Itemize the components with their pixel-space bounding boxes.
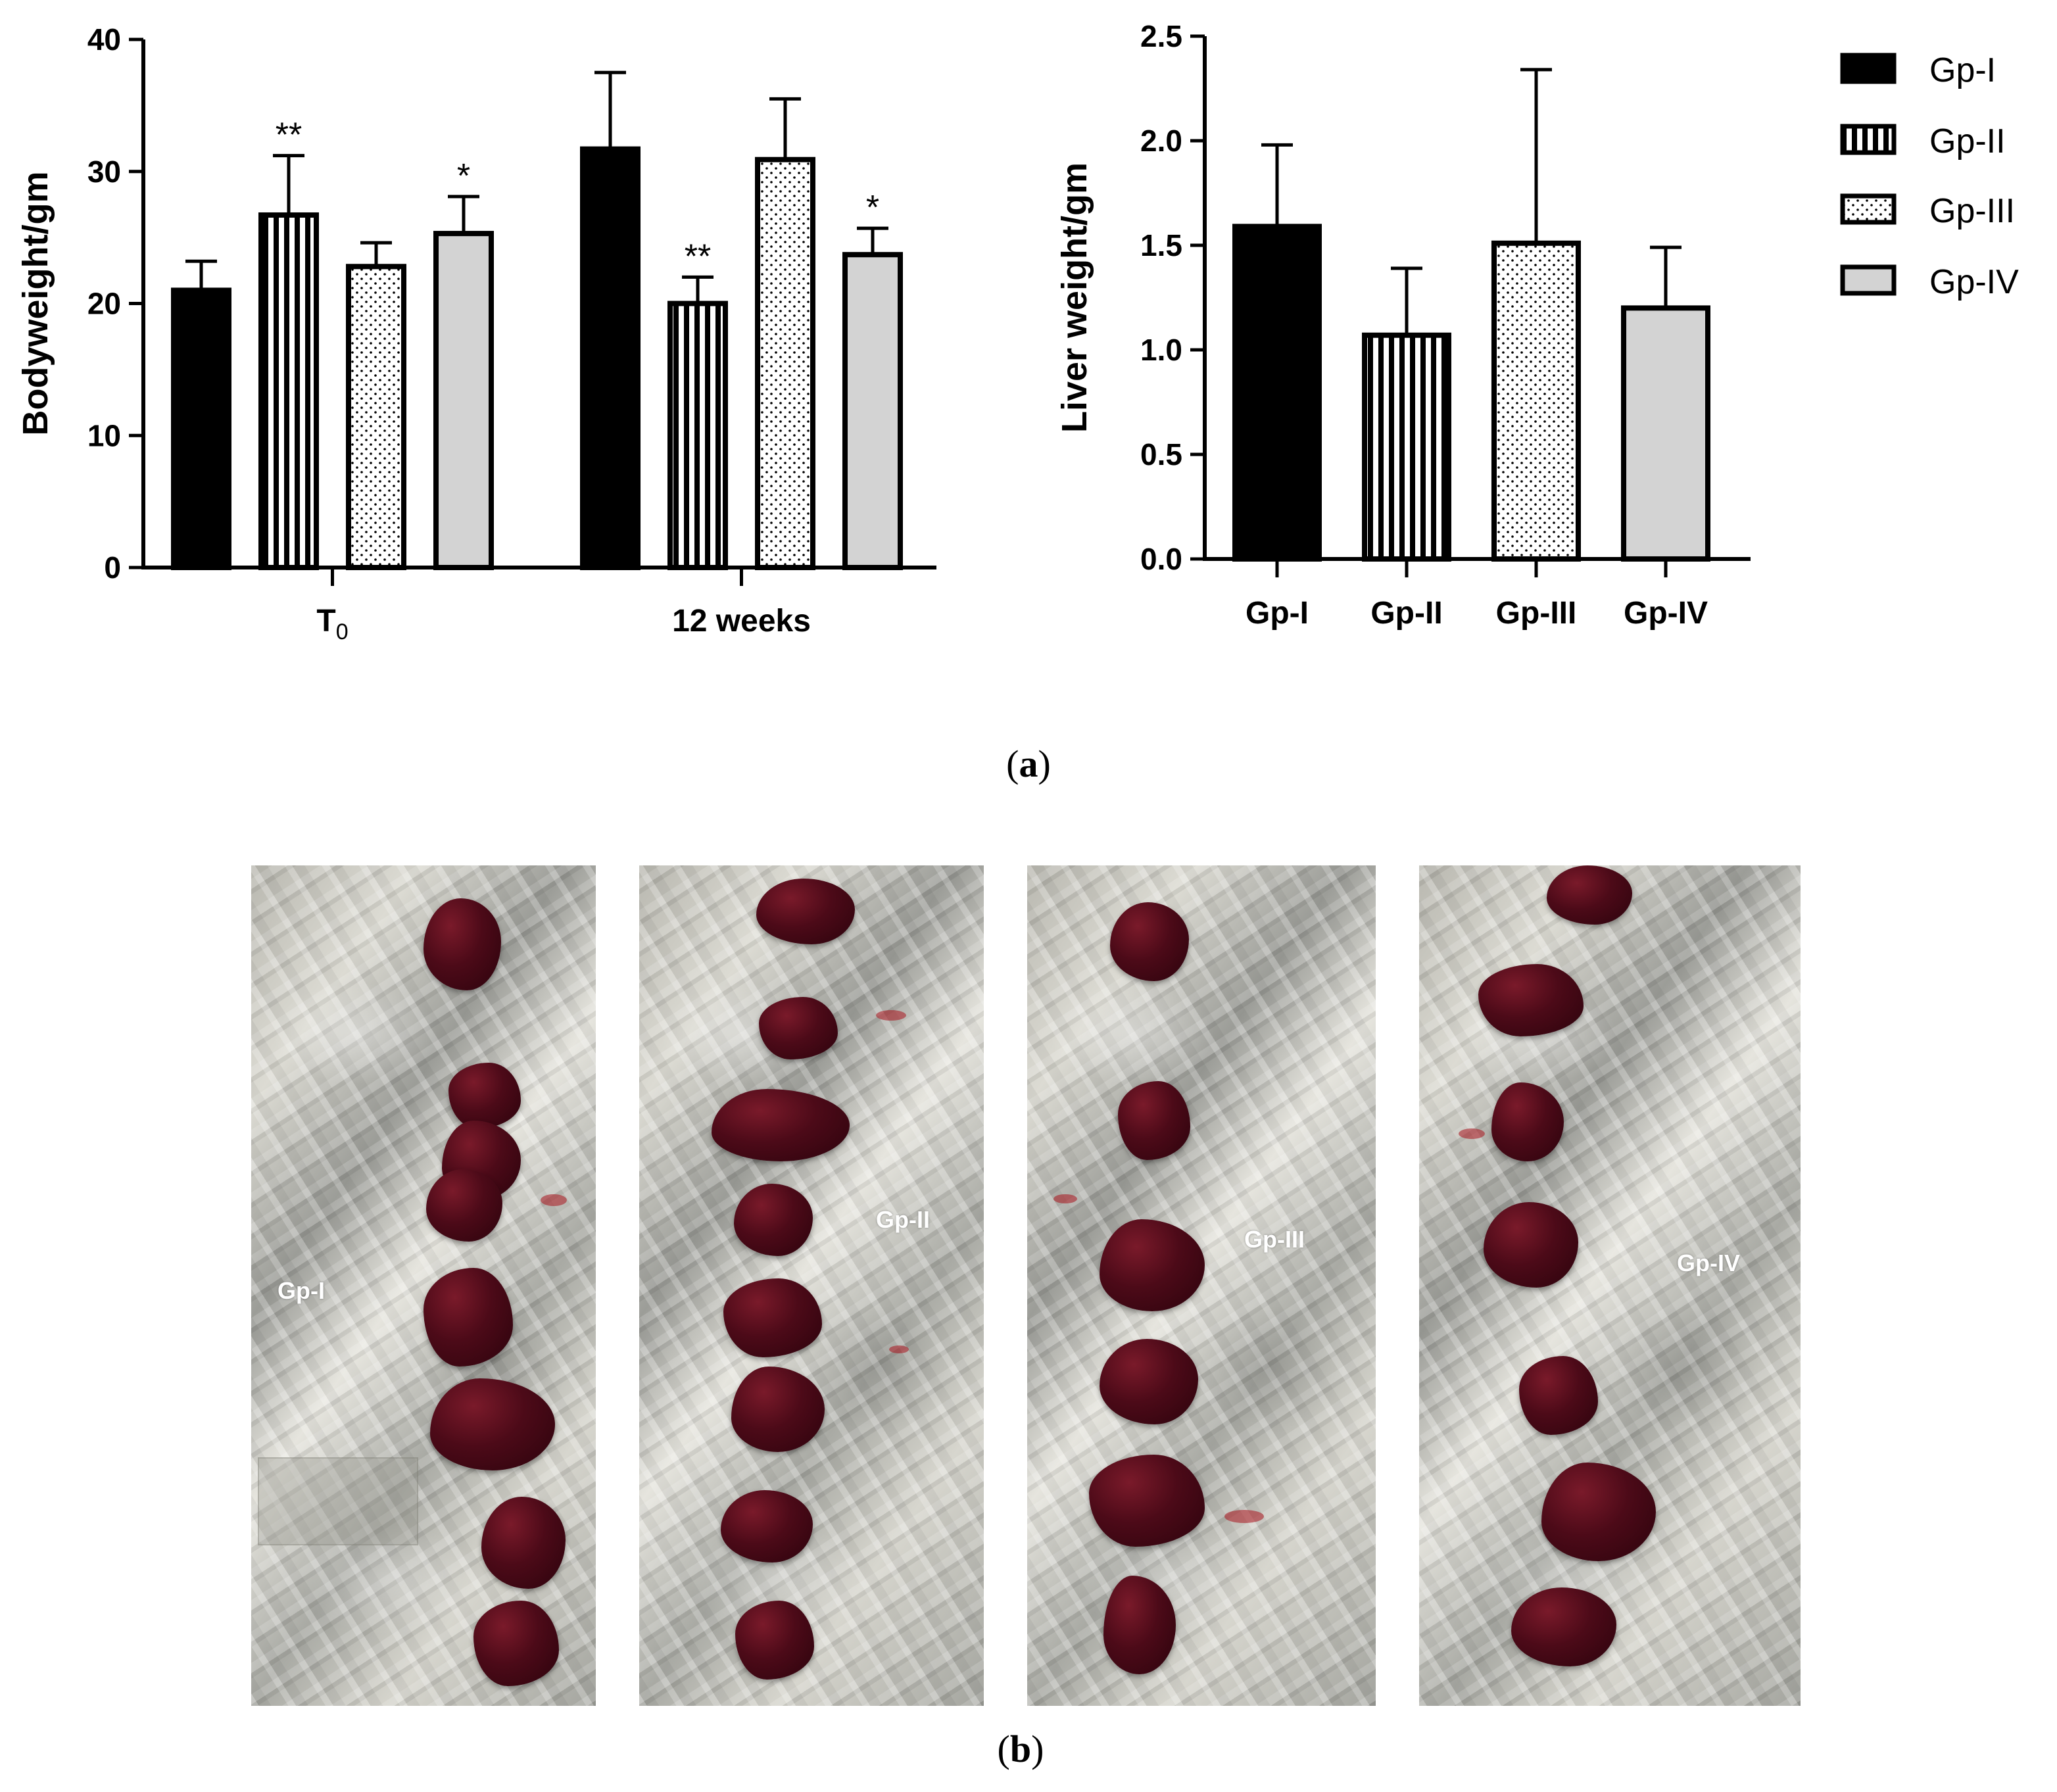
bar xyxy=(1491,240,1581,562)
legend: Gp-I Gp-II Gp-III Gp-IV xyxy=(1840,51,2019,301)
legend-swatch xyxy=(1840,124,1897,155)
blood-stain xyxy=(876,1010,906,1021)
liver-specimen xyxy=(481,1497,566,1589)
liver-specimen xyxy=(1100,1219,1205,1311)
photo-panel-gp3: Gp-III xyxy=(1027,865,1376,1706)
photo-label: Gp-III xyxy=(1244,1226,1305,1253)
photo-panel-gp4: Gp-IV xyxy=(1419,865,1801,1706)
blood-stain xyxy=(1224,1510,1264,1523)
blood-stain xyxy=(889,1345,909,1353)
bar xyxy=(171,287,231,570)
y-tick-label: 40 xyxy=(87,22,121,57)
y-axis-title: Bodyweight/gm xyxy=(16,172,55,436)
legend-label: Gp-III xyxy=(1929,192,2015,230)
bar xyxy=(1232,224,1322,562)
liver-specimen xyxy=(424,1268,513,1367)
y-tick-label: 0 xyxy=(104,550,121,585)
y-tick-label: 0.5 xyxy=(1140,437,1182,472)
bar xyxy=(667,301,728,570)
blood-stain xyxy=(1459,1128,1485,1139)
bar xyxy=(580,146,641,570)
liver-specimen xyxy=(759,997,838,1059)
liver-specimen xyxy=(1089,1455,1205,1547)
bar xyxy=(346,264,406,570)
photo-panel-gp2: Gp-II xyxy=(639,865,984,1706)
bar xyxy=(1362,332,1451,562)
legend-swatch xyxy=(1840,264,1897,296)
x-tick-label: 12 weeks xyxy=(672,604,811,639)
y-tick-label: 1.0 xyxy=(1140,333,1182,367)
legend-label: Gp-I xyxy=(1929,51,1996,89)
legend-swatch xyxy=(1840,193,1897,225)
subfigure-label-a: (a) xyxy=(1006,742,1051,785)
bar xyxy=(1621,305,1710,562)
photo-label: Gp-IV xyxy=(1677,1249,1740,1276)
y-tick-label: 30 xyxy=(87,155,121,189)
legend-label: Gp-IV xyxy=(1929,263,2019,301)
bar xyxy=(433,231,494,570)
liver-specimen xyxy=(1110,902,1189,981)
liver-specimen xyxy=(731,1367,825,1452)
bar xyxy=(258,212,319,570)
x-tick-label: Gp-II xyxy=(1370,596,1442,631)
liver-specimen xyxy=(1100,1339,1198,1424)
liver-specimen xyxy=(721,1490,813,1562)
blood-stain xyxy=(541,1194,567,1206)
liver-specimen xyxy=(1103,1576,1176,1674)
blood-stain xyxy=(1053,1194,1077,1203)
photo-panel-gp1: Gp-I xyxy=(251,865,596,1706)
liver-specimen xyxy=(1541,1463,1656,1561)
photo-label: Gp-II xyxy=(876,1206,930,1233)
liver-specimen xyxy=(734,1184,813,1256)
liver-specimen xyxy=(448,1063,521,1128)
y-tick-label: 2.0 xyxy=(1140,124,1182,158)
photo-inset xyxy=(258,1457,418,1545)
x-tick-label: Gp-IV xyxy=(1624,596,1708,631)
liver-specimen xyxy=(473,1601,559,1686)
x-tick-label: Gp-III xyxy=(1496,596,1577,631)
liver-specimen xyxy=(712,1089,850,1161)
liver-specimen xyxy=(424,898,501,990)
x-tick-label: T0 xyxy=(316,604,348,644)
significance-mark: ** xyxy=(685,237,711,276)
liver-specimen xyxy=(723,1278,822,1357)
significance-mark: ** xyxy=(276,116,302,155)
legend-swatch xyxy=(1840,53,1897,84)
y-tick-label: 1.5 xyxy=(1140,228,1182,262)
liver-specimen xyxy=(756,879,855,944)
liver-specimen xyxy=(1484,1202,1578,1288)
bar xyxy=(755,157,815,570)
x-tick-label: Gp-I xyxy=(1246,596,1309,631)
y-axis-title: Liver weight/gm xyxy=(1055,162,1094,433)
liver-specimen xyxy=(1118,1081,1190,1160)
liver-specimen xyxy=(735,1601,814,1680)
legend-label: Gp-II xyxy=(1929,122,2006,160)
x-tick-label-subscript: 0 xyxy=(336,619,349,644)
liver-specimen xyxy=(1519,1356,1598,1435)
liver-specimen xyxy=(1547,865,1632,925)
liver-weight-chart: 0.0 0.5 1.0 1.5 2.0 2.5 Liver weight/gm Gp-I Gp-… xyxy=(1055,19,1751,631)
liver-specimen xyxy=(426,1169,502,1242)
significance-mark: * xyxy=(866,189,879,227)
photo-label: Gp-I xyxy=(278,1277,325,1304)
y-tick-label: 2.5 xyxy=(1140,19,1182,53)
y-tick-label: 0.0 xyxy=(1140,542,1182,576)
y-tick-label: 10 xyxy=(87,418,121,452)
subfigure-label-b: (b) xyxy=(997,1728,1044,1770)
liver-specimen xyxy=(1478,964,1584,1036)
liver-specimen xyxy=(1511,1587,1616,1666)
significance-mark: * xyxy=(457,157,470,195)
liver-specimen xyxy=(1491,1082,1564,1161)
y-tick-label: 20 xyxy=(87,287,121,321)
liver-specimen xyxy=(430,1378,555,1470)
bar xyxy=(842,252,903,570)
